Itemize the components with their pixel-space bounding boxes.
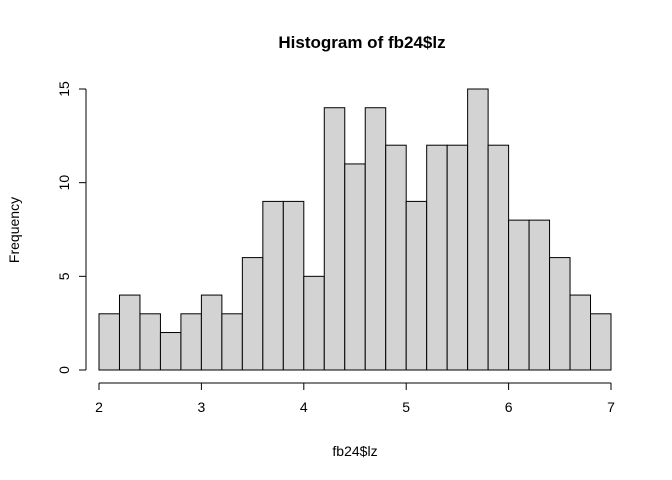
x-tick-label: 5 [402,399,410,415]
histogram-bar [262,200,284,371]
histogram-bar [118,294,141,371]
histogram-bar [200,294,223,371]
histogram-bar [446,144,469,371]
y-tick-label: 5 [56,272,72,280]
histogram-bar [344,163,366,371]
histogram-bar [323,107,346,371]
histogram-bar [549,257,571,371]
histogram-bar [303,275,325,371]
histogram-bar [364,107,387,371]
x-tick-label: 3 [198,399,206,415]
x-tick-label: 7 [607,399,615,415]
histogram-bar [221,313,243,371]
x-axis-label: fb24$lz [332,443,377,459]
histogram-bar [405,200,428,371]
histogram-bar [590,313,612,371]
y-axis: 0 5 10 15 [56,81,87,374]
histogram-bar [241,257,264,371]
histogram-bar [98,313,120,371]
bars-group [98,88,612,371]
histogram-bar [569,294,592,371]
histogram-bar [467,88,489,371]
histogram-bar [426,144,448,371]
histogram-bar [528,219,551,371]
y-axis-label: Frequency [6,197,22,263]
histogram-bar [159,332,182,371]
histogram-bar [180,313,202,371]
x-tick-label: 6 [505,399,513,415]
x-axis: 2 3 4 5 6 7 [95,382,615,415]
y-tick-label: 0 [56,366,72,374]
histogram-bar [282,200,305,371]
x-tick-label: 2 [95,399,103,415]
histogram-bar [487,144,510,371]
histogram-bar [385,144,407,371]
y-tick-label: 15 [56,81,72,97]
histogram-bar [139,313,161,371]
histogram-bar [508,219,530,371]
x-tick-label: 4 [300,399,308,415]
chart-title: Histogram of fb24$lz [278,33,445,52]
y-tick-label: 10 [56,175,72,191]
